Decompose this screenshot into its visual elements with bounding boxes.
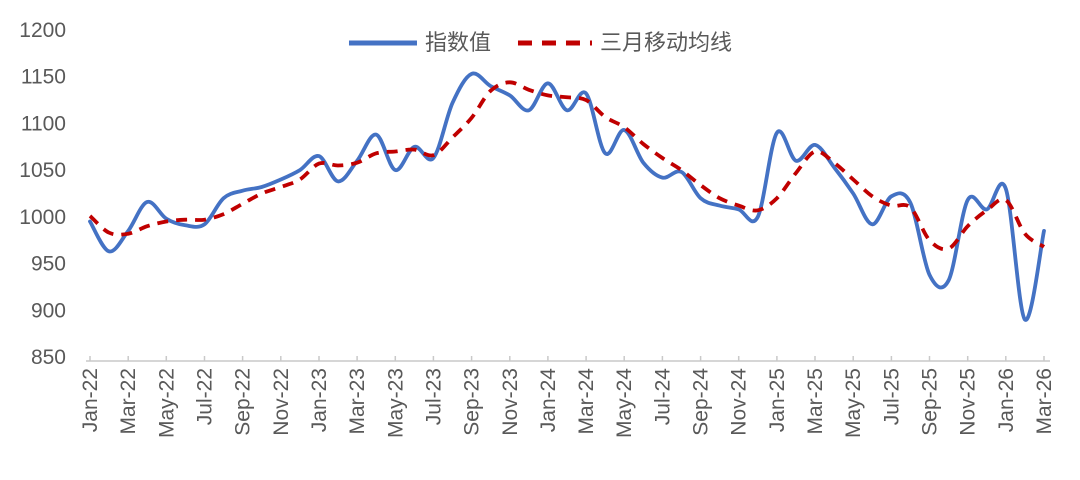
x-axis-tick-label: Jul-25 [880,368,903,425]
x-axis-tick-label: Jul-22 [194,368,217,425]
chart-legend: 指数值 三月移动均线 [348,31,732,55]
x-axis-tick-label: May-23 [384,368,407,438]
x-axis-tick-label: Sep-23 [461,368,484,436]
x-axis-tick-label: Nov-25 [957,368,980,436]
legend-label-index: 指数值 [424,30,491,55]
x-axis-tick-label: Jan-25 [766,368,789,432]
x-axis-tick-label: Jul-23 [422,368,445,425]
index-value-line [88,71,1046,322]
y-axis-tick-label: 1150 [21,66,66,89]
x-axis-tick-label: Jul-24 [651,368,674,426]
x-axis-tick-label: Sep-24 [690,368,713,436]
y-axis-tick-label: 1000 [19,206,66,229]
dashed-line-swatch [518,40,592,46]
x-axis-tick-label: Mar-23 [346,368,369,435]
x-axis-tick-label: Nov-23 [499,368,522,436]
moving-average-line [88,80,1046,252]
y-axis-tick-label: 850 [31,346,66,369]
legend-label-moving-average: 三月移动均线 [600,30,733,55]
y-axis-tick-label: 1050 [19,159,66,182]
x-axis-tick-label: Mar-26 [1033,368,1056,435]
y-axis-tick-label: 1200 [19,19,66,42]
y-axis-tick-label: 1100 [21,112,66,135]
x-axis-tick-label: Jan-23 [308,368,331,432]
x-axis-tick-label: Sep-25 [919,368,942,436]
y-axis-tick-label: 950 [31,253,66,276]
x-axis-tick-label: May-25 [842,368,865,438]
y-axis-tick-label: 900 [31,299,66,322]
x-axis-tick-label: May-24 [613,368,636,438]
x-axis-tick-label: May-22 [155,368,178,438]
x-axis-tick-label: Mar-22 [117,368,140,435]
legend-item-moving-average: 三月移动均线 [517,31,732,55]
x-axis-tick-label: Nov-22 [270,368,293,436]
x-axis-tick-label: Jan-22 [79,368,102,432]
x-axis-tick-label: Sep-22 [232,368,255,436]
x-axis-tick-label: Nov-24 [728,368,751,436]
x-axis-tick-label: Jan-26 [995,368,1018,432]
x-axis-tick-label: Jan-24 [537,368,560,433]
legend-item-index: 指数值 [348,31,491,55]
solid-line-swatch [348,40,417,46]
x-axis-tick-label: Mar-24 [575,368,598,435]
x-axis-tick-label: Mar-25 [804,368,827,435]
